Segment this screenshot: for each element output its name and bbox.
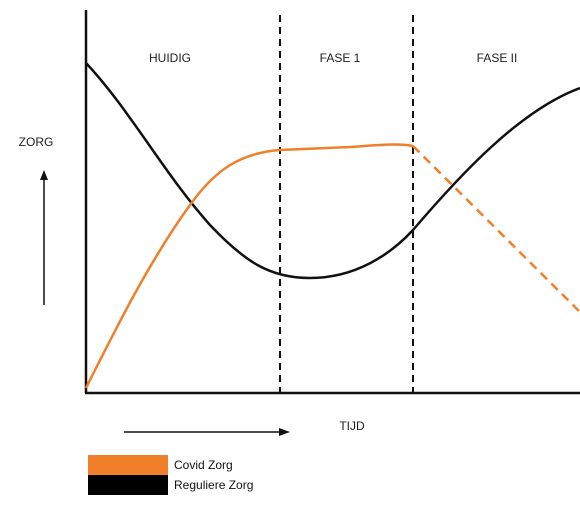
legend-item-covid: Covid Zorg — [88, 455, 253, 475]
x-arrow-head-icon — [279, 428, 290, 436]
legend: Covid Zorg Reguliere Zorg — [88, 455, 253, 495]
regular-care-curve — [85, 62, 580, 280]
y-arrow-head-icon — [40, 170, 48, 180]
legend-label-regular: Reguliere Zorg — [174, 478, 254, 492]
phase-label-huidig: HUIDIG — [149, 51, 191, 65]
covid-care-projection — [412, 145, 580, 313]
phase-label-fase-1: FASE 1 — [320, 51, 361, 65]
covid-care-curve — [84, 143, 414, 389]
legend-item-regular: Reguliere Zorg — [88, 475, 253, 495]
x-axis-label: TIJD — [339, 419, 365, 433]
legend-label-covid: Covid Zorg — [174, 458, 233, 472]
y-axis-label: ZORG — [19, 135, 54, 149]
phase-label-fase-2: FASE II — [477, 51, 518, 65]
legend-swatch-covid — [88, 455, 168, 475]
legend-swatch-regular — [88, 475, 168, 495]
